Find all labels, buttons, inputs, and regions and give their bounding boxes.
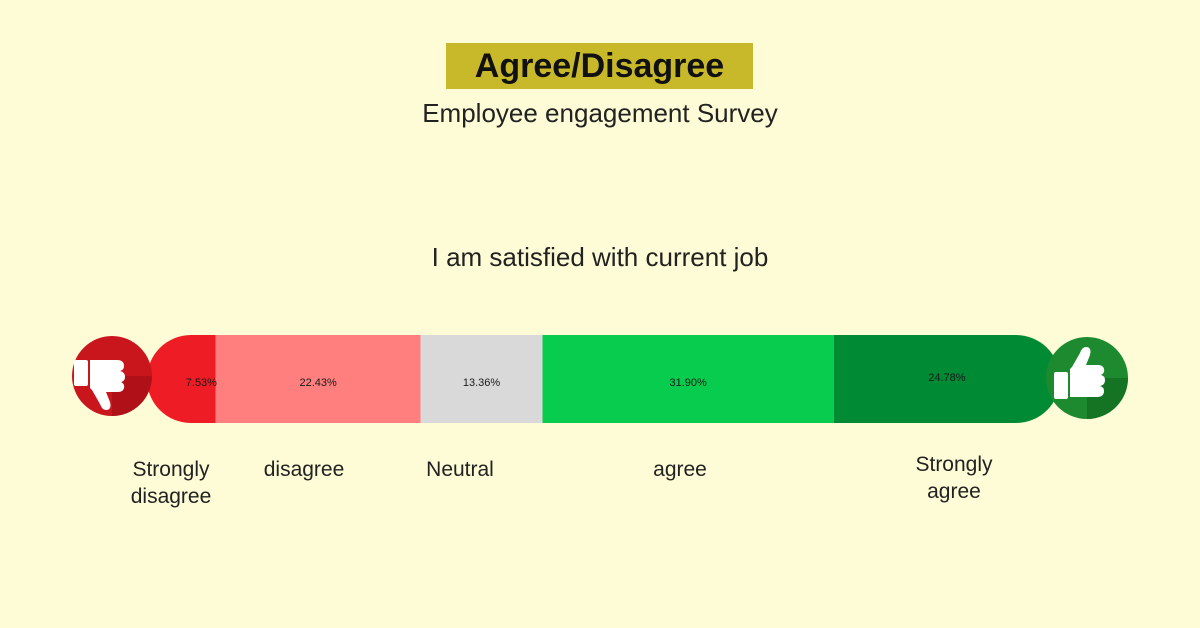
value-label: 31.90% [669,377,707,389]
chart-title: Agree/Disagree [474,46,725,85]
bar-segment-neutral [420,335,543,423]
label-agree: agree [653,458,707,481]
chart-subtitle: Employee engagement Survey [422,98,778,128]
chart-title-box: Agree/Disagree [446,43,753,89]
bar-segment-strongly-disagree [147,335,216,423]
thumbs-down-icon [72,336,152,416]
bar-segment-agree [542,335,834,423]
thumbs-up-icon [1046,337,1128,419]
label-disagree: disagree [263,458,345,481]
bar-segment-disagree [215,335,421,423]
label-strongly-agree: Strongly agree [915,453,993,503]
value-label: 22.43% [299,377,337,389]
value-label: 7.53% [186,377,217,389]
label-neutral: Neutral [426,458,494,481]
value-labels: 7.53% 22.43% 13.36% 31.90% 24.78% [186,372,966,389]
bar-segments [147,335,1060,423]
value-label: 13.36% [463,377,501,389]
label-strongly-disagree: Strongly disagree [130,458,212,508]
question-title: I am satisfied with current job [431,242,769,272]
value-label: 24.78% [928,372,966,384]
bar-segment-strongly-agree [833,335,1060,423]
